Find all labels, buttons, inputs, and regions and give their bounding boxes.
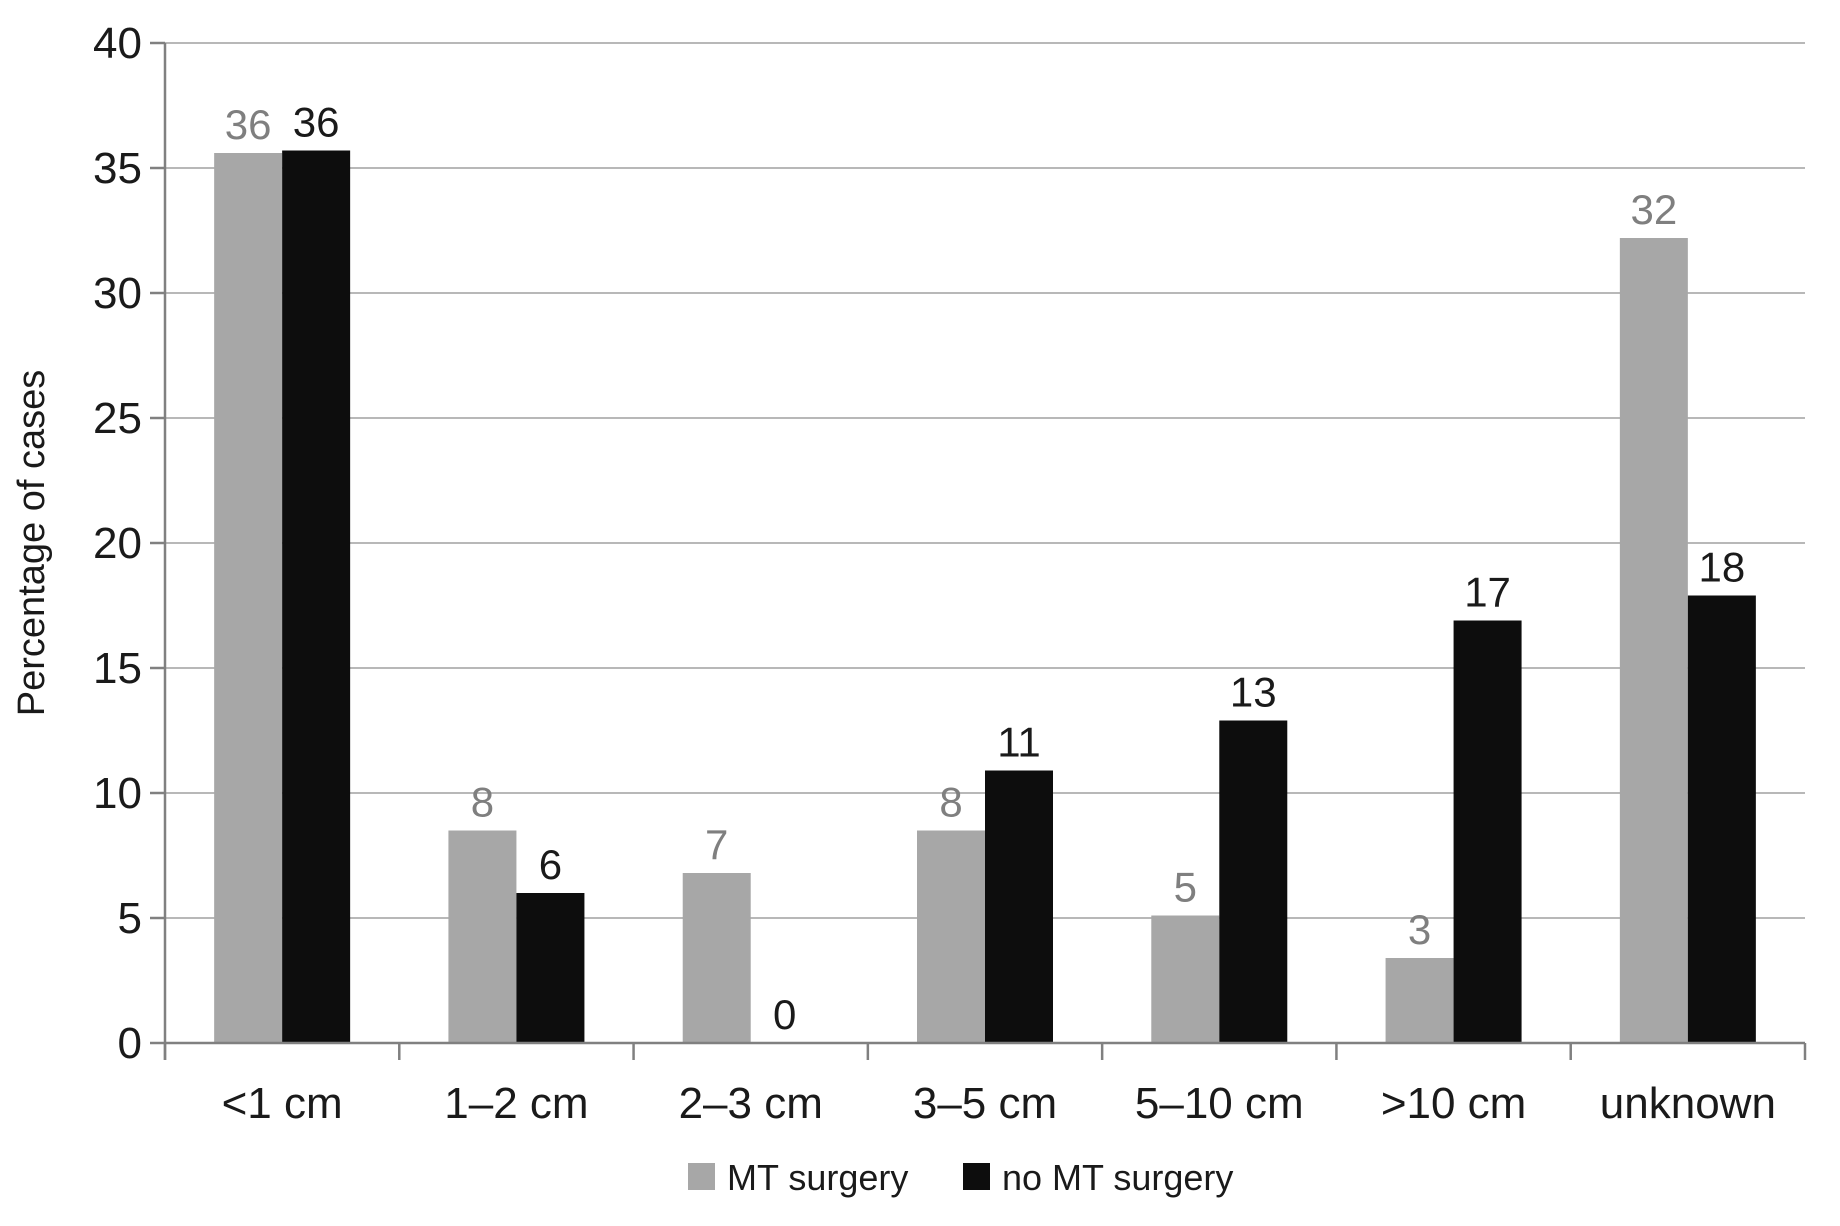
bar-no-mt-surgery-3 [985,770,1053,1043]
data-label-no-mt-surgery-0: 36 [293,99,340,146]
data-label-mt-surgery-6: 32 [1630,186,1677,233]
bar-no-mt-surgery-6 [1687,595,1756,1043]
y-tick-label-15: 15 [93,644,142,693]
legend-label-mt-surgery: MT surgery [727,1157,908,1198]
bar-mt-surgery-1 [448,830,517,1043]
bar-no-mt-surgery-1 [516,893,585,1043]
legend-swatch-mt-surgery [688,1163,715,1190]
bar-mt-surgery-3 [917,830,985,1043]
x-axis-label-0: <1 cm [222,1079,343,1128]
data-label-mt-surgery-4: 5 [1174,864,1197,911]
data-label-no-mt-surgery-1: 6 [539,841,562,888]
data-label-no-mt-surgery-3: 11 [997,719,1041,766]
y-tick-label-30: 30 [93,269,142,318]
bar-mt-surgery-2 [682,873,751,1043]
y-tick-label-5: 5 [118,894,142,943]
bar-mt-surgery-0 [214,153,283,1043]
data-label-no-mt-surgery-5: 17 [1464,569,1511,616]
x-axis-label-3: 3–5 cm [913,1079,1057,1128]
legend-swatch-no-mt-surgery [963,1163,990,1190]
x-axis-label-6: unknown [1600,1079,1776,1128]
data-label-mt-surgery-1: 8 [471,779,494,826]
y-tick-label-10: 10 [93,769,142,818]
y-tick-label-20: 20 [93,519,142,568]
legend-label-no-mt-surgery: no MT surgery [1002,1157,1233,1198]
y-tick-label-35: 35 [93,144,142,193]
data-label-mt-surgery-0: 36 [225,101,272,148]
data-label-no-mt-surgery-6: 18 [1698,544,1745,591]
data-label-mt-surgery-3: 8 [939,779,962,826]
data-label-no-mt-surgery-4: 13 [1230,669,1277,716]
bar-mt-surgery-6 [1619,238,1688,1043]
x-axis-label-2: 2–3 cm [679,1079,823,1128]
bar-no-mt-surgery-5 [1453,620,1522,1043]
x-axis-label-5: >10 cm [1381,1079,1527,1128]
bar-no-mt-surgery-4 [1219,720,1288,1043]
x-axis-label-4: 5–10 cm [1135,1079,1304,1128]
data-label-mt-surgery-2: 7 [705,821,728,868]
data-label-mt-surgery-5: 3 [1408,906,1431,953]
bar-no-mt-surgery-0 [282,150,351,1043]
bar-mt-surgery-4 [1151,915,1220,1043]
y-tick-label-25: 25 [93,394,142,443]
y-tick-label-40: 40 [93,19,142,68]
x-axis-label-1: 1–2 cm [444,1079,588,1128]
bar-mt-surgery-5 [1385,958,1454,1043]
data-label-no-mt-surgery-2: 0 [773,991,796,1038]
y-axis-title: Percentage of cases [11,370,53,716]
y-tick-label-0: 0 [118,1019,142,1068]
